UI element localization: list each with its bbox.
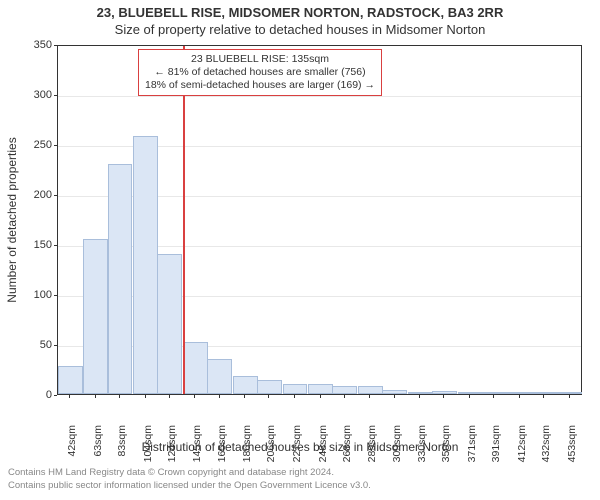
- x-tick-label: 330sqm: [416, 425, 428, 470]
- histogram-bar: [358, 386, 383, 394]
- y-tick-label: 50: [40, 339, 52, 351]
- x-tick-mark: [145, 395, 146, 398]
- x-tick-label: 453sqm: [566, 425, 578, 470]
- annotation-box: 23 BLUEBELL RISE: 135sqm← 81% of detache…: [138, 49, 382, 96]
- histogram-bar: [233, 376, 258, 394]
- x-tick-label: 350sqm: [440, 425, 452, 470]
- x-tick-mark: [443, 395, 444, 398]
- y-tick-mark: [54, 45, 57, 46]
- x-tick-label: 124sqm: [166, 425, 178, 470]
- y-tick-mark: [54, 95, 57, 96]
- page-subtitle: Size of property relative to detached ho…: [115, 22, 486, 37]
- x-tick-mark: [519, 395, 520, 398]
- y-tick-label: 250: [34, 139, 52, 151]
- chart-container: 23, BLUEBELL RISE, MIDSOMER NORTON, RADS…: [0, 0, 600, 500]
- x-tick-label: 186sqm: [241, 425, 253, 470]
- histogram-bar: [207, 359, 232, 394]
- x-tick-mark: [194, 395, 195, 398]
- page-title: 23, BLUEBELL RISE, MIDSOMER NORTON, RADS…: [97, 5, 504, 20]
- histogram-bar: [157, 254, 182, 394]
- x-tick-label: 42sqm: [66, 425, 78, 470]
- y-tick-mark: [54, 245, 57, 246]
- x-tick-label: 371sqm: [466, 425, 478, 470]
- x-tick-mark: [294, 395, 295, 398]
- annotation-line: 23 BLUEBELL RISE: 135sqm: [145, 53, 375, 66]
- histogram-bar: [257, 380, 282, 394]
- histogram-bar: [458, 392, 483, 394]
- y-tick-mark: [54, 145, 57, 146]
- y-axis-label: Number of detached properties: [5, 137, 19, 302]
- x-tick-label: 391sqm: [490, 425, 502, 470]
- y-tick-label: 100: [34, 289, 52, 301]
- x-tick-mark: [169, 395, 170, 398]
- x-tick-mark: [95, 395, 96, 398]
- y-tick-label: 200: [34, 189, 52, 201]
- annotation-line: ← 81% of detached houses are smaller (75…: [145, 66, 375, 79]
- histogram-bar: [382, 390, 407, 394]
- histogram-bar: [507, 392, 532, 394]
- y-tick-mark: [54, 195, 57, 196]
- x-tick-mark: [369, 395, 370, 398]
- reference-line: [183, 46, 185, 394]
- x-tick-mark: [493, 395, 494, 398]
- x-tick-mark: [419, 395, 420, 398]
- y-tick-label: 350: [34, 39, 52, 51]
- y-tick-mark: [54, 345, 57, 346]
- x-tick-label: 227sqm: [291, 425, 303, 470]
- x-tick-label: 432sqm: [540, 425, 552, 470]
- histogram-bar: [408, 392, 433, 394]
- x-tick-mark: [569, 395, 570, 398]
- x-tick-mark: [268, 395, 269, 398]
- x-tick-mark: [344, 395, 345, 398]
- histogram-bar: [133, 136, 158, 394]
- histogram-bar: [308, 384, 333, 394]
- y-tick-mark: [54, 295, 57, 296]
- histogram-bar: [332, 386, 357, 394]
- histogram-bar: [58, 366, 83, 394]
- x-tick-label: 206sqm: [265, 425, 277, 470]
- x-tick-mark: [219, 395, 220, 398]
- histogram-bar: [183, 342, 208, 394]
- histogram-bar: [432, 391, 457, 394]
- y-tick-mark: [54, 395, 57, 396]
- histogram-bar: [557, 392, 582, 394]
- x-tick-label: 268sqm: [341, 425, 353, 470]
- x-tick-label: 289sqm: [366, 425, 378, 470]
- histogram-bar: [83, 239, 108, 394]
- x-tick-mark: [69, 395, 70, 398]
- x-tick-mark: [394, 395, 395, 398]
- x-tick-mark: [244, 395, 245, 398]
- plot-area: 23 BLUEBELL RISE: 135sqm← 81% of detache…: [57, 45, 582, 395]
- histogram-bar: [532, 392, 557, 394]
- x-tick-mark: [119, 395, 120, 398]
- x-tick-label: 165sqm: [216, 425, 228, 470]
- y-tick-label: 0: [46, 389, 52, 401]
- x-tick-label: 145sqm: [191, 425, 203, 470]
- x-tick-label: 309sqm: [391, 425, 403, 470]
- footer-licence: Contains public sector information licen…: [8, 480, 371, 491]
- histogram-bar: [108, 164, 133, 394]
- y-tick-label: 150: [34, 239, 52, 251]
- histogram-bar: [482, 392, 507, 394]
- histogram-bar: [283, 384, 308, 394]
- y-tick-label: 300: [34, 89, 52, 101]
- x-tick-label: 83sqm: [116, 425, 128, 470]
- x-tick-mark: [320, 395, 321, 398]
- x-tick-label: 63sqm: [92, 425, 104, 470]
- x-tick-mark: [543, 395, 544, 398]
- x-tick-label: 412sqm: [516, 425, 528, 470]
- x-tick-label: 104sqm: [142, 425, 154, 470]
- x-tick-mark: [469, 395, 470, 398]
- annotation-line: 18% of semi-detached houses are larger (…: [145, 79, 375, 92]
- x-tick-label: 248sqm: [317, 425, 329, 470]
